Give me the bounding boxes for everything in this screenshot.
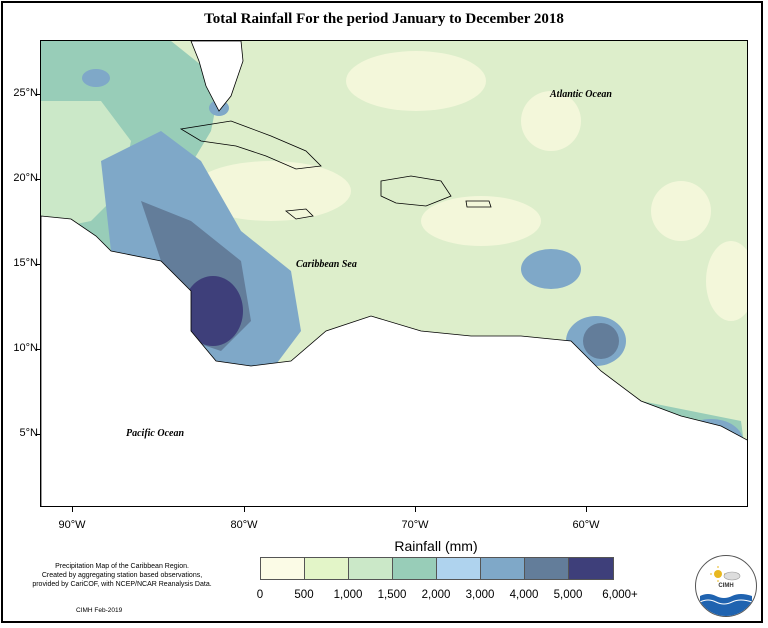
lat-label: 25°N — [13, 87, 38, 99]
legend-title: Rainfall (mm) — [394, 538, 478, 554]
credit-text: CIMH Feb-2019 — [76, 607, 123, 614]
atlantic-ocean-label: Atlantic Ocean — [550, 89, 612, 100]
lon-label: 80°W — [230, 519, 258, 531]
logo-text: CIMH — [718, 583, 734, 589]
pacific-ocean-label: Pacific Ocean — [126, 428, 185, 439]
lat-tick — [36, 94, 41, 95]
lat-label: 20°N — [13, 172, 38, 184]
legend-swatch — [261, 558, 305, 579]
legend-label: 1,000 — [333, 589, 363, 601]
legend-label: 4,000 — [509, 589, 539, 601]
lat-tick — [36, 179, 41, 180]
legend-label: 0 — [256, 589, 264, 601]
legend-swatch — [305, 558, 349, 579]
lat-tick — [36, 434, 41, 435]
legend-swatch — [437, 558, 481, 579]
note-line: Created by aggregating station based obs… — [41, 572, 203, 579]
note-line: Precipitation Map of the Caribbean Regio… — [55, 563, 189, 570]
legend-label: 2,000 — [421, 589, 451, 601]
map-title: Total Rainfall For the period January to… — [204, 11, 564, 27]
rainfall-map — [40, 40, 748, 507]
note-line: provided by CariCOF, with NCEP/NCAR Rean… — [32, 581, 212, 588]
legend-swatch — [393, 558, 437, 579]
legend-swatch — [481, 558, 525, 579]
lat-label: 5°N — [19, 427, 38, 439]
lat-label: 10°N — [13, 342, 38, 354]
legend-swatch — [525, 558, 569, 579]
legend-label: 6,000+ — [602, 589, 638, 601]
lat-tick — [36, 264, 41, 265]
lat-label: 15°N — [13, 257, 38, 269]
lon-label: 90°W — [58, 519, 86, 531]
legend-swatches — [260, 557, 614, 580]
legend-label: 500 — [294, 589, 314, 601]
map-description: Precipitation Map of the Caribbean Regio… — [12, 562, 232, 589]
legend-label: 5,000 — [553, 589, 583, 601]
cimh-logo-icon: CIMH — [695, 555, 757, 617]
caribbean-sea-label: Caribbean Sea — [296, 259, 357, 270]
legend-swatch — [569, 558, 613, 579]
legend-swatch — [349, 558, 393, 579]
rainfall-contours — [41, 41, 747, 506]
legend-label: 3,000 — [465, 589, 495, 601]
lon-tick — [586, 507, 587, 512]
cimh-logo-graphic — [699, 566, 753, 616]
lon-tick — [244, 507, 245, 512]
lon-tick — [415, 507, 416, 512]
lon-tick — [72, 507, 73, 512]
lon-label: 60°W — [572, 519, 600, 531]
legend-label: 1,500 — [377, 589, 407, 601]
lat-tick — [36, 349, 41, 350]
lon-label: 70°W — [401, 519, 429, 531]
